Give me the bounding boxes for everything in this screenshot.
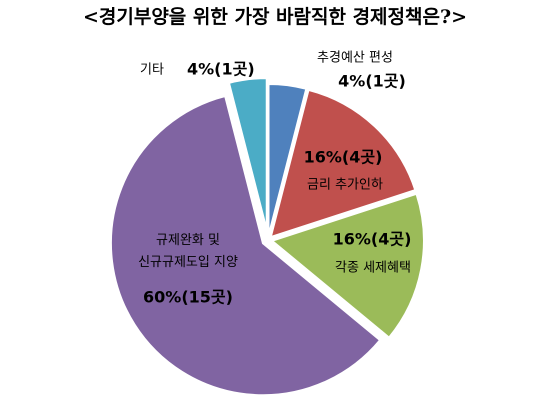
slice-value-label: 4%(1곳) [338,72,406,91]
chart-title: <경기부양을 위한 가장 바람직한 경제정책은?> [83,6,467,28]
slice-value-label: 4%(1곳) [187,60,255,79]
slice-name: 각종 세제혜택 [335,261,411,276]
slice-value-label: 16%(4곳) [333,230,412,249]
pie-slice [267,83,308,237]
slice-name: 금리 추가인하 [307,178,383,193]
pie-slice [269,88,417,239]
pie-slice [269,192,425,340]
slice-value-label: 16%(4곳) [304,148,383,167]
slice-name: 기타 [140,63,164,78]
slice-name: 추경예산 편성 [317,51,393,66]
pie-slice [109,94,382,397]
pie-slice [227,77,268,231]
slice-name: 규제완화 및 신규규제도입 지양 [138,233,238,270]
slice-value-label: 60%(15곳) [143,288,233,307]
